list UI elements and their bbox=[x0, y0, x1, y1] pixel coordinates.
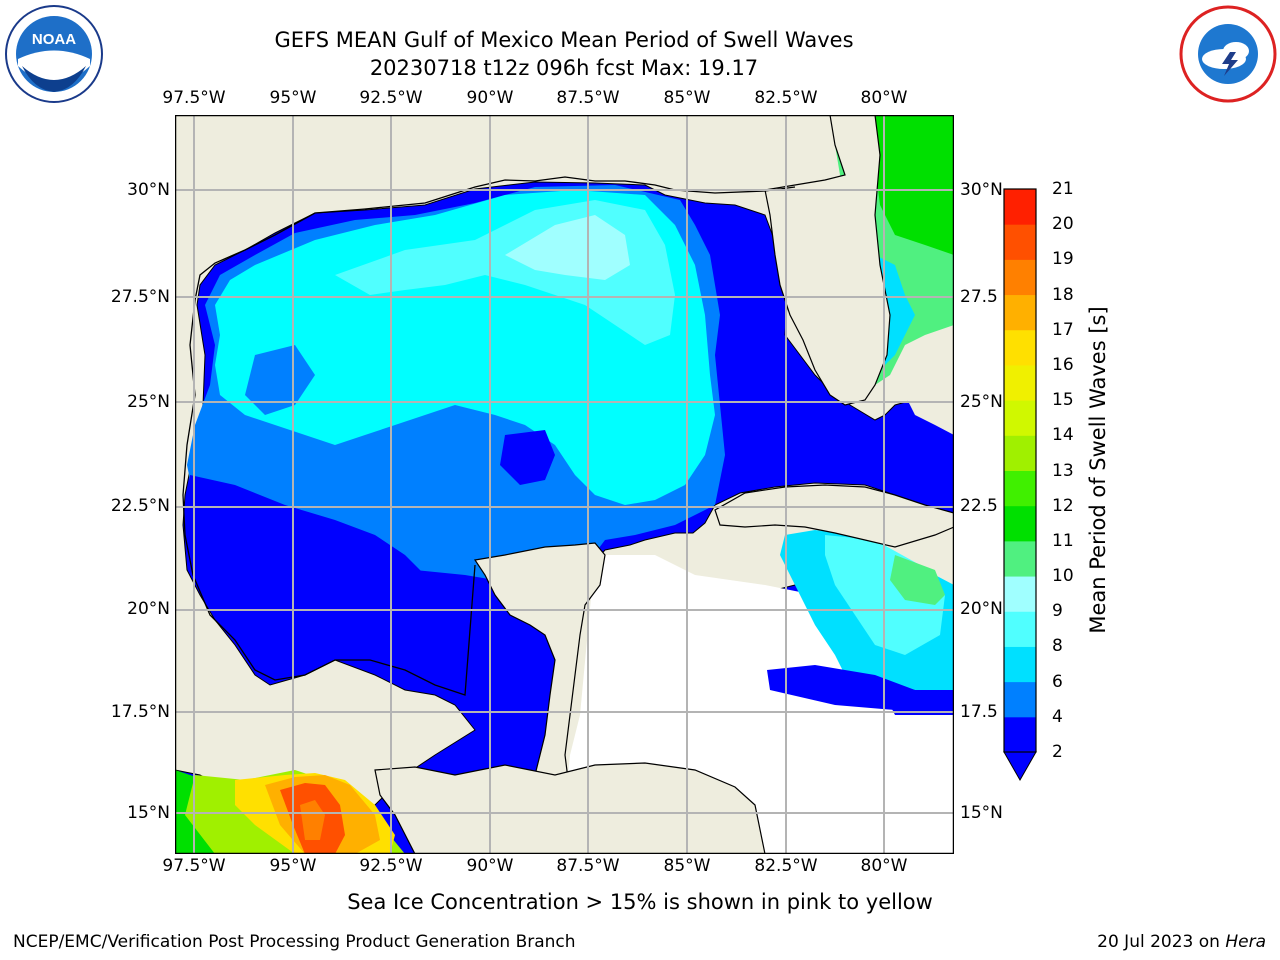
colorbar-segment bbox=[1004, 189, 1036, 225]
colorbar-segment bbox=[1004, 259, 1036, 296]
graticule bbox=[175, 115, 954, 854]
colorbar-segment bbox=[1004, 716, 1036, 753]
lat-tick: 22.5°N bbox=[110, 496, 170, 516]
colorbar-segment bbox=[1004, 540, 1036, 577]
map-title: GEFS MEAN Gulf of Mexico Mean Period of … bbox=[274, 28, 854, 52]
colorbar-tick-label: 17 bbox=[1052, 319, 1074, 340]
colorbar-segment bbox=[1004, 435, 1036, 471]
lon-tick: 92.5°W bbox=[359, 856, 423, 876]
colorbar-tick-label: 10 bbox=[1052, 566, 1074, 587]
footer-producer: NCEP/EMC/Verification Post Processing Pr… bbox=[13, 932, 576, 952]
colorbar-tick-label: 6 bbox=[1052, 671, 1063, 692]
lon-tick: 87.5°W bbox=[556, 856, 620, 876]
colorbar-label: Mean Period of Swell Waves [s] bbox=[1086, 306, 1110, 634]
lon-tick: 80°W bbox=[860, 88, 908, 108]
footer-date-text: 20 Jul 2023 on bbox=[1097, 932, 1226, 952]
lat-tick: 15°N bbox=[127, 803, 170, 823]
colorbar-segment bbox=[1004, 224, 1036, 260]
lat-tick: 22.5 bbox=[960, 496, 998, 516]
lon-tick: 90°W bbox=[466, 88, 514, 108]
lat-tick: 25°N bbox=[960, 392, 1003, 412]
lon-tick: 82.5°W bbox=[754, 88, 818, 108]
lon-tick: 82.5°W bbox=[754, 856, 818, 876]
lat-tick: 17.5 bbox=[960, 702, 998, 722]
footer-host: Hera bbox=[1225, 932, 1266, 952]
land-central-america bbox=[374, 762, 766, 854]
colorbar-tick-label: 2 bbox=[1052, 742, 1063, 762]
colorbar-tick-label: 11 bbox=[1052, 530, 1074, 551]
colorbar-segment bbox=[1004, 400, 1036, 436]
colorbar-segment bbox=[1004, 294, 1036, 331]
land-cuba bbox=[714, 484, 954, 548]
colorbar-tick-label: 20 bbox=[1052, 214, 1074, 235]
noaa-logo-icon: NOAA bbox=[5, 5, 103, 103]
colorbar-segment bbox=[1004, 505, 1036, 542]
svg-text:NOAA: NOAA bbox=[32, 31, 76, 48]
colorbar-segment bbox=[1004, 576, 1036, 612]
footer-date: 20 Jul 2023 on Hera bbox=[1097, 932, 1266, 952]
colorbar-segment bbox=[1004, 611, 1036, 647]
colorbar-tick-label: 4 bbox=[1052, 706, 1063, 727]
colorbar-segment bbox=[1004, 364, 1036, 401]
colorbar-segment bbox=[1004, 646, 1036, 683]
colorbar-tick-label: 21 bbox=[1052, 179, 1074, 199]
lon-tick: 95°W bbox=[269, 88, 317, 108]
lon-tick: 92.5°W bbox=[359, 88, 423, 108]
lon-tick: 85°W bbox=[663, 856, 711, 876]
lat-tick: 20°N bbox=[127, 599, 170, 619]
lat-tick: 27.5°N bbox=[110, 287, 170, 307]
colorbar bbox=[1003, 188, 1037, 782]
nws-logo-icon bbox=[1179, 5, 1277, 103]
lon-tick: 85°W bbox=[663, 88, 711, 108]
colorbar-tick-label: 19 bbox=[1052, 249, 1074, 270]
colorbar-tick-label: 8 bbox=[1052, 636, 1063, 657]
lat-tick: 17.5°N bbox=[110, 702, 170, 722]
lon-tick: 97.5°W bbox=[162, 856, 226, 876]
colorbar-extend-arrow bbox=[1003, 751, 1037, 782]
map-subtitle: 20230718 t12z 096h fcst Max: 19.17 bbox=[369, 56, 759, 80]
colorbar-tick-label: 18 bbox=[1052, 284, 1074, 305]
lat-tick: 27.5 bbox=[960, 287, 998, 307]
colorbar-segment bbox=[1004, 681, 1036, 718]
lat-tick: 20°N bbox=[960, 599, 1003, 619]
colorbar-segment bbox=[1004, 470, 1036, 507]
colorbar-tick-label: 16 bbox=[1052, 354, 1074, 375]
land-bahamas bbox=[905, 395, 954, 435]
gulf-map bbox=[175, 115, 954, 854]
lon-tick: 95°W bbox=[269, 856, 317, 876]
colorbar-tick-label: 13 bbox=[1052, 460, 1074, 481]
colorbar-tick-label: 15 bbox=[1052, 390, 1074, 411]
lon-tick: 90°W bbox=[466, 856, 514, 876]
lon-tick: 80°W bbox=[860, 856, 908, 876]
lat-tick: 15°N bbox=[960, 803, 1003, 823]
lat-tick: 30°N bbox=[960, 180, 1003, 200]
colorbar-tick-label: 14 bbox=[1052, 425, 1074, 446]
lon-tick: 97.5°W bbox=[162, 88, 226, 108]
colorbar-segment bbox=[1004, 329, 1036, 366]
colorbar-tick-label: 9 bbox=[1052, 601, 1063, 622]
colorbar-tick-label: 12 bbox=[1052, 495, 1074, 516]
sea-ice-note: Sea Ice Concentration > 15% is shown in … bbox=[347, 890, 933, 914]
lat-tick: 30°N bbox=[127, 180, 170, 200]
lat-tick: 25°N bbox=[127, 392, 170, 412]
lon-tick: 87.5°W bbox=[556, 88, 620, 108]
